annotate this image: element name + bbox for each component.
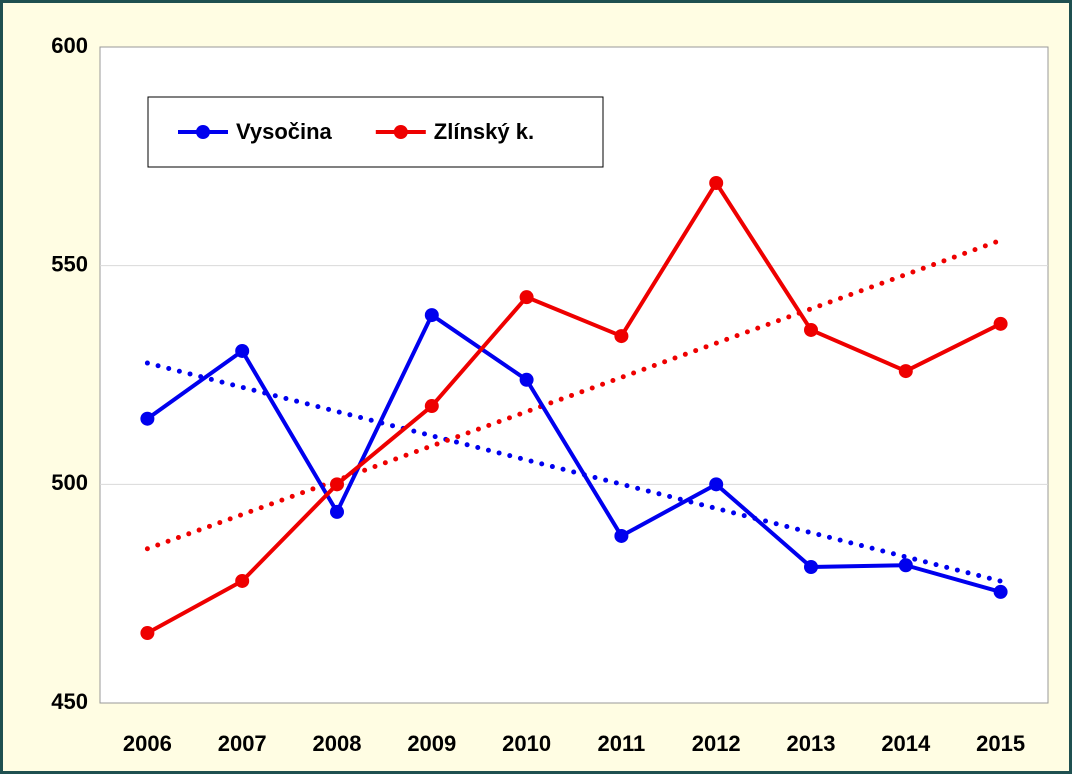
point xyxy=(898,364,913,379)
trendline xyxy=(144,360,1004,584)
point xyxy=(140,626,155,641)
x-tick-label: 2009 xyxy=(407,731,456,756)
point xyxy=(993,584,1008,599)
point xyxy=(140,411,155,426)
x-tick-label: 2010 xyxy=(502,731,551,756)
y-tick-label: 500 xyxy=(51,470,88,495)
point xyxy=(614,528,629,543)
point xyxy=(804,322,818,337)
point xyxy=(330,504,344,519)
point xyxy=(235,573,250,588)
y-tick-label: 450 xyxy=(51,689,88,714)
point xyxy=(235,343,250,358)
point xyxy=(519,290,534,305)
point xyxy=(898,558,913,573)
x-tick-label: 2006 xyxy=(123,731,172,756)
legend-label: Vysočina xyxy=(236,119,333,144)
point xyxy=(519,372,534,387)
point xyxy=(330,477,344,492)
x-tick-label: 2008 xyxy=(313,731,362,756)
point xyxy=(614,329,629,344)
series-line xyxy=(146,313,1002,594)
y-tick-label: 600 xyxy=(51,33,88,58)
point xyxy=(709,176,724,191)
x-tick-label: 2012 xyxy=(692,731,741,756)
point xyxy=(804,559,818,574)
y-tick-label: 550 xyxy=(51,251,88,276)
x-tick-label: 2014 xyxy=(881,731,931,756)
x-tick-label: 2013 xyxy=(787,731,836,756)
point xyxy=(424,399,439,414)
x-tick-label: 2011 xyxy=(598,731,646,756)
x-tick-label: 2015 xyxy=(976,731,1025,756)
point xyxy=(709,477,724,492)
legend-marker xyxy=(196,125,210,139)
point xyxy=(993,316,1008,331)
x-tick-label: 2007 xyxy=(218,731,267,756)
series-line xyxy=(146,181,1002,635)
legend-label: Zlínský k. xyxy=(434,119,534,144)
legend-marker xyxy=(393,125,408,139)
point xyxy=(424,308,439,323)
